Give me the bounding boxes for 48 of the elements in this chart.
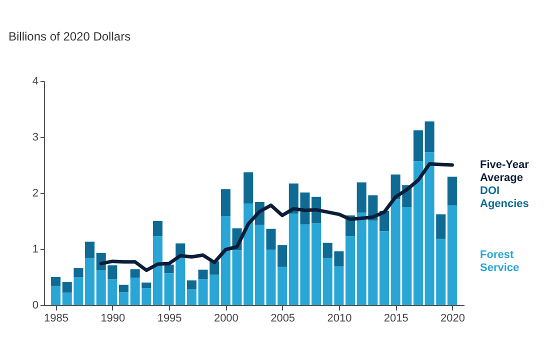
y-tick-label: 2 <box>32 188 38 200</box>
bar <box>130 269 140 278</box>
bar <box>346 236 356 305</box>
bar <box>85 258 95 305</box>
y-tick-label: 4 <box>32 76 38 88</box>
x-tick-label: 1985 <box>44 312 69 324</box>
y-tick-label: 0 <box>32 300 38 312</box>
bar <box>436 214 446 239</box>
text: Forest Service <box>480 249 520 274</box>
bar <box>62 282 72 293</box>
bar <box>312 223 322 305</box>
bar <box>51 286 61 305</box>
bar <box>118 284 129 292</box>
x-tick-label: 1990 <box>100 312 126 324</box>
bar <box>164 264 174 274</box>
bar <box>152 221 162 236</box>
bar <box>220 189 230 216</box>
text: DOI Agencies <box>480 185 529 210</box>
bar <box>278 245 288 267</box>
bar <box>85 242 95 258</box>
bar <box>118 292 129 305</box>
bar <box>186 289 196 305</box>
x-tick-label: 2005 <box>270 312 296 324</box>
bar <box>152 236 162 305</box>
x-tick-label: 2020 <box>440 312 465 324</box>
bar <box>447 205 457 305</box>
bar <box>244 172 254 204</box>
y-tick-label: 1 <box>32 244 38 256</box>
y-axis-title: Billions of 2020 Dollars <box>8 30 131 44</box>
x-tick-label: 2000 <box>214 312 238 324</box>
bar <box>424 121 434 152</box>
x-tick-label: 2010 <box>327 312 352 324</box>
bar <box>186 280 196 290</box>
bar <box>266 228 276 250</box>
bar <box>142 282 152 288</box>
text: Five-Year Average <box>480 159 530 184</box>
bar <box>51 277 61 286</box>
line-series <box>99 162 454 272</box>
bar <box>379 231 390 305</box>
bar <box>278 266 288 305</box>
bar <box>413 130 423 162</box>
y-tick-label: 3 <box>32 132 38 144</box>
bar <box>413 161 423 305</box>
x-tick-label: 1995 <box>157 312 182 324</box>
x-tick-label: 2015 <box>384 312 408 324</box>
bar <box>220 216 230 305</box>
bar <box>74 268 84 277</box>
bar <box>447 176 457 206</box>
